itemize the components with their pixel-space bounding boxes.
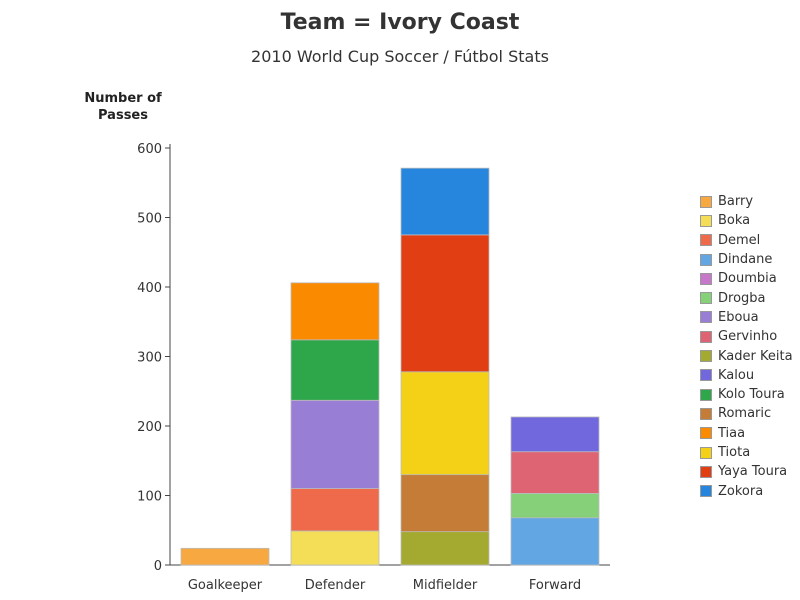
y-axis-label: Number of Passes	[75, 90, 171, 124]
legend-item: Tiota	[700, 443, 793, 462]
bar-segment-drogba	[510, 493, 600, 519]
y-tick-label: 300	[137, 351, 162, 366]
chart-bars	[180, 167, 600, 566]
bar-segment-yaya-toura	[400, 234, 490, 373]
bar-segment-demel	[290, 488, 380, 532]
x-tick-label: Goalkeeper	[188, 578, 263, 593]
y-tick-label: 600	[137, 142, 162, 157]
legend-swatch	[700, 427, 712, 440]
bar-segment-barry	[180, 547, 270, 566]
legend-swatch	[700, 311, 712, 324]
chart-axes: 0 100 200 300 400 500 600 Goalkeeper Defender Mid…	[137, 142, 610, 593]
legend-swatch	[700, 292, 712, 305]
legend-swatch	[700, 485, 712, 498]
legend-label: Yaya Toura	[718, 464, 788, 480]
legend-label: Tiota	[718, 445, 751, 460]
legend-label: Zokora	[718, 483, 764, 499]
bar-segment-tiaa	[290, 282, 380, 341]
legend-item: Dindane	[700, 250, 793, 269]
legend-swatch	[700, 407, 712, 420]
bar-segment-boka	[290, 530, 380, 566]
legend-swatch	[700, 388, 712, 401]
y-axis-label-line-1: Number of	[84, 91, 162, 106]
legend-swatch	[700, 272, 712, 285]
chart-subtitle: 2010 World Cup Soccer / Fútbol Stats	[251, 47, 549, 66]
legend-label: Dindane	[718, 252, 773, 268]
legend-swatch	[700, 253, 712, 266]
legend-swatch	[700, 214, 712, 227]
legend-swatch	[700, 369, 712, 382]
legend-label: Gervinho	[718, 329, 778, 345]
chart-title: Team = Ivory Coast	[280, 10, 520, 35]
bar-segment-kalou	[510, 416, 600, 453]
legend-item: Romaric	[700, 404, 793, 423]
bar-segment-kader-keita	[400, 531, 490, 566]
y-tick-label: 200	[137, 420, 162, 435]
legend-label: Kolo Toura	[718, 387, 785, 403]
legend-label: Drogba	[718, 290, 766, 306]
legend-label: Demel	[718, 232, 761, 248]
legend-item: Barry	[700, 192, 793, 211]
legend-item: Yaya Toura	[700, 462, 793, 481]
legend-item: Kalou	[700, 366, 793, 385]
legend-label: Romaric	[718, 406, 772, 422]
bar-segment-dindane	[510, 517, 600, 566]
y-tick-label: 0	[154, 559, 162, 574]
legend-item: Kader Keita	[700, 346, 793, 365]
bar-segment-zokora	[400, 167, 490, 236]
legend-item: Zokora	[700, 481, 793, 500]
legend-item: Kolo Toura	[700, 385, 793, 404]
legend-label: Boka	[718, 213, 751, 229]
chart-legend: Barry Boka Demel Dindane Doumbia Drogba Eboua G…	[700, 192, 793, 501]
legend-label: Doumbia	[718, 271, 777, 287]
legend-label: Kader Keita	[718, 348, 793, 364]
legend-label: Kalou	[718, 367, 755, 383]
legend-item: Demel	[700, 231, 793, 250]
legend-item: Boka	[700, 211, 793, 230]
bar-segment-eboua	[290, 399, 380, 489]
legend-label: Tiaa	[718, 425, 746, 441]
legend-label: Eboua	[718, 309, 759, 325]
legend-swatch	[700, 350, 712, 363]
legend-item: Drogba	[700, 288, 793, 307]
y-tick-label: 500	[137, 212, 162, 227]
legend-swatch	[700, 234, 712, 247]
bar-segment-tiota	[400, 371, 490, 476]
legend-item: Gervinho	[700, 327, 793, 346]
y-axis-label-line-2: Passes	[98, 108, 148, 123]
x-tick-label: Midfielder	[413, 578, 478, 593]
bar-segment-gervinho	[510, 451, 600, 494]
legend-item: Tiaa	[700, 424, 793, 443]
x-tick-label: Forward	[529, 578, 581, 593]
y-tick-label: 100	[137, 490, 162, 505]
y-tick-label: 400	[137, 281, 162, 296]
x-tick-label: Defender	[305, 578, 366, 593]
legend-swatch	[700, 446, 712, 459]
bar-segment-romaric	[400, 474, 490, 533]
legend-label: Barry	[718, 194, 754, 210]
legend-swatch	[700, 465, 712, 478]
bar-segment-kolo-toura	[290, 339, 380, 401]
legend-item: Eboua	[700, 308, 793, 327]
legend-swatch	[700, 195, 712, 208]
legend-swatch	[700, 330, 712, 343]
legend-item: Doumbia	[700, 269, 793, 288]
